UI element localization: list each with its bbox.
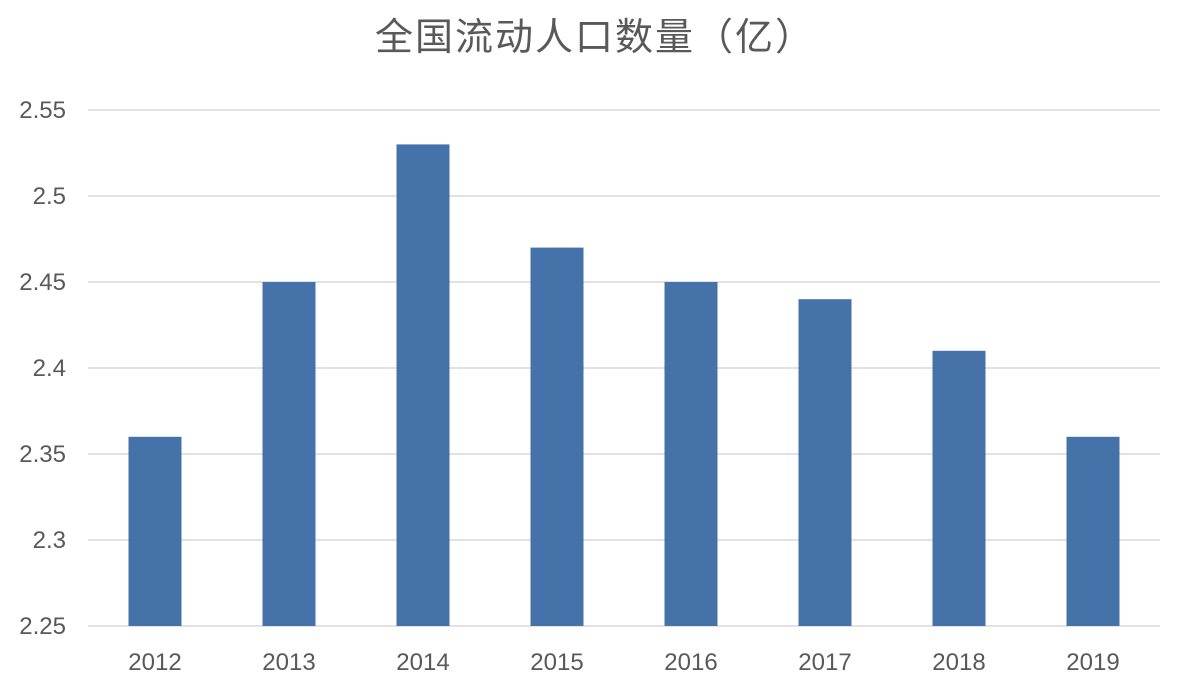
y-tick-label: 2.5 xyxy=(33,183,66,210)
y-tick-label: 2.55 xyxy=(19,97,66,124)
gridlines xyxy=(88,109,1160,627)
x-tick-label: 2017 xyxy=(798,649,851,676)
bar-2016 xyxy=(664,282,718,626)
bar-2013 xyxy=(262,282,316,626)
y-tick-label: 2.4 xyxy=(33,355,66,382)
x-axis-ticks: 2012 2013 2014 2015 2016 2017 2018 2019 xyxy=(128,649,1119,676)
x-tick-label: 2016 xyxy=(664,649,717,676)
bar-2017 xyxy=(798,299,852,626)
y-tick-label: 2.35 xyxy=(19,441,66,468)
bar-2018 xyxy=(932,350,986,626)
y-axis-ticks: 2.25 2.3 2.35 2.4 2.45 2.5 2.55 xyxy=(19,97,66,640)
y-tick-label: 2.25 xyxy=(19,613,66,640)
bar-2019 xyxy=(1066,436,1120,626)
bar-2012 xyxy=(128,436,182,626)
bar-2015 xyxy=(530,247,584,626)
chart-title: 全国流动人口数量（亿） xyxy=(374,15,815,59)
x-tick-label: 2012 xyxy=(128,649,181,676)
bar-2014 xyxy=(396,144,450,626)
y-tick-label: 2.45 xyxy=(19,269,66,296)
x-tick-label: 2019 xyxy=(1066,649,1119,676)
x-tick-label: 2018 xyxy=(932,649,985,676)
bars xyxy=(128,144,1120,626)
x-tick-label: 2015 xyxy=(530,649,583,676)
x-tick-label: 2013 xyxy=(262,649,315,676)
y-tick-label: 2.3 xyxy=(33,527,66,554)
x-tick-label: 2014 xyxy=(396,649,449,676)
